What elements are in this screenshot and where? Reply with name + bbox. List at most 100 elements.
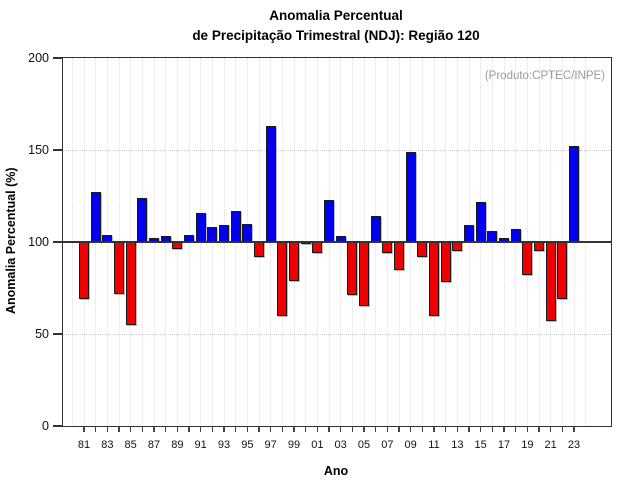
bar-2022: [557, 242, 568, 300]
bar-1986: [137, 197, 148, 242]
x-tick-label: 13: [451, 439, 464, 451]
x-tick-label: 21: [544, 439, 557, 451]
bar-1999: [289, 242, 299, 281]
x-tick-label: 97: [264, 439, 277, 451]
x-tick: [468, 426, 470, 432]
x-tick-label: 87: [147, 439, 161, 451]
x-tick: [118, 426, 120, 432]
bar-2006: [370, 216, 381, 242]
x-tick-label: 17: [497, 439, 511, 451]
x-tick: [106, 426, 109, 432]
x-tick-label: 81: [77, 439, 91, 451]
x-tick: [398, 426, 400, 432]
bar-1991: [195, 212, 206, 242]
y-tick: [53, 425, 62, 427]
y-tick-label: 100: [28, 234, 49, 249]
x-tick-label: 09: [404, 439, 417, 451]
x-tick: [409, 426, 412, 432]
x-tick: [421, 426, 424, 432]
x-tick: [561, 426, 564, 432]
x-tick: [188, 426, 190, 432]
bar-1998: [277, 242, 288, 316]
x-tick-label: 07: [381, 439, 394, 451]
x-tick-label: 03: [334, 439, 347, 451]
bar-2007: [382, 242, 393, 254]
bar-2011: [429, 242, 439, 316]
x-tick: [141, 426, 144, 432]
x-tick: [94, 426, 97, 432]
bar-1981: [79, 242, 89, 300]
plot-area: (Produto:CPTEC/INPE) 81 83 85 87 89 91 93 95 97 9…: [28, 51, 612, 451]
x-tick: [269, 426, 272, 432]
x-tick: [211, 426, 214, 432]
x-tick: [339, 426, 342, 432]
bar-2023: [569, 146, 579, 242]
x-tick: [456, 426, 459, 432]
bar-2009: [405, 151, 416, 242]
bar-2001: [312, 242, 323, 254]
x-tick: [363, 426, 365, 432]
x-tick: [199, 426, 202, 432]
y-tick: [53, 333, 62, 335]
bar-2012: [440, 242, 451, 283]
x-tick: [386, 426, 389, 432]
bar-2019: [522, 242, 533, 276]
x-tick-label: 23: [567, 439, 581, 451]
bar-1993: [219, 225, 229, 242]
bar-2008: [394, 242, 404, 270]
bar-2014: [464, 225, 474, 242]
x-tick: [153, 426, 155, 432]
x-tick: [164, 426, 167, 432]
x-tick-label: 85: [124, 439, 137, 451]
x-tick-label: 11: [428, 439, 440, 451]
x-tick-label: 05: [357, 439, 371, 451]
x-tick: [176, 426, 179, 432]
x-tick-label: 01: [311, 439, 324, 451]
bar-2015: [475, 201, 486, 242]
x-axis-title: Ano: [323, 464, 349, 478]
x-tick: [293, 426, 295, 432]
bar-1982: [90, 192, 101, 242]
horizontal-gridline-150: [63, 150, 611, 151]
x-tick: [444, 426, 447, 432]
chart-title: Anomalia Percentual de Precipitação Trim…: [62, 6, 610, 46]
bar-2004: [347, 242, 358, 296]
x-tick: [351, 426, 354, 432]
horizontal-gridline-50: [63, 334, 611, 335]
y-tick-label: 0: [42, 418, 49, 433]
x-tick-label: 89: [171, 439, 184, 451]
x-tick-label: 99: [287, 439, 301, 451]
x-tick-label: 15: [474, 439, 487, 451]
bar-2002: [324, 199, 334, 242]
x-tick: [258, 426, 260, 432]
x-tick: [526, 426, 529, 432]
x-tick: [514, 426, 517, 432]
y-tick: [53, 57, 62, 59]
bar-2005: [359, 242, 369, 307]
chart-title-line1: Anomalia Percentual: [269, 8, 403, 23]
bar-1994: [230, 210, 241, 242]
baseline-100: [63, 241, 611, 243]
bar-2013: [452, 242, 463, 252]
chart-title-line2: de Precipitação Trimestral (NDJ): Região…: [192, 28, 480, 43]
x-tick: [83, 426, 85, 432]
bar-2021: [545, 242, 556, 322]
x-tick: [503, 426, 505, 432]
x-tick: [374, 426, 377, 432]
x-tick: [129, 426, 132, 432]
bar-1997: [265, 126, 276, 242]
y-tick-label: 150: [28, 142, 49, 157]
x-tick: [223, 426, 225, 432]
y-tick-label: 200: [28, 50, 49, 65]
x-tick: [246, 426, 249, 432]
x-tick: [479, 426, 482, 432]
x-tick: [538, 426, 540, 432]
bar-1985: [125, 242, 136, 325]
bar-2010: [417, 242, 428, 257]
x-tick-label: 83: [101, 439, 114, 451]
x-tick: [234, 426, 237, 432]
bar-2020: [534, 242, 544, 252]
y-tick-label: 50: [35, 326, 49, 341]
x-tick-label: 19: [521, 439, 534, 451]
x-tick: [491, 426, 494, 432]
